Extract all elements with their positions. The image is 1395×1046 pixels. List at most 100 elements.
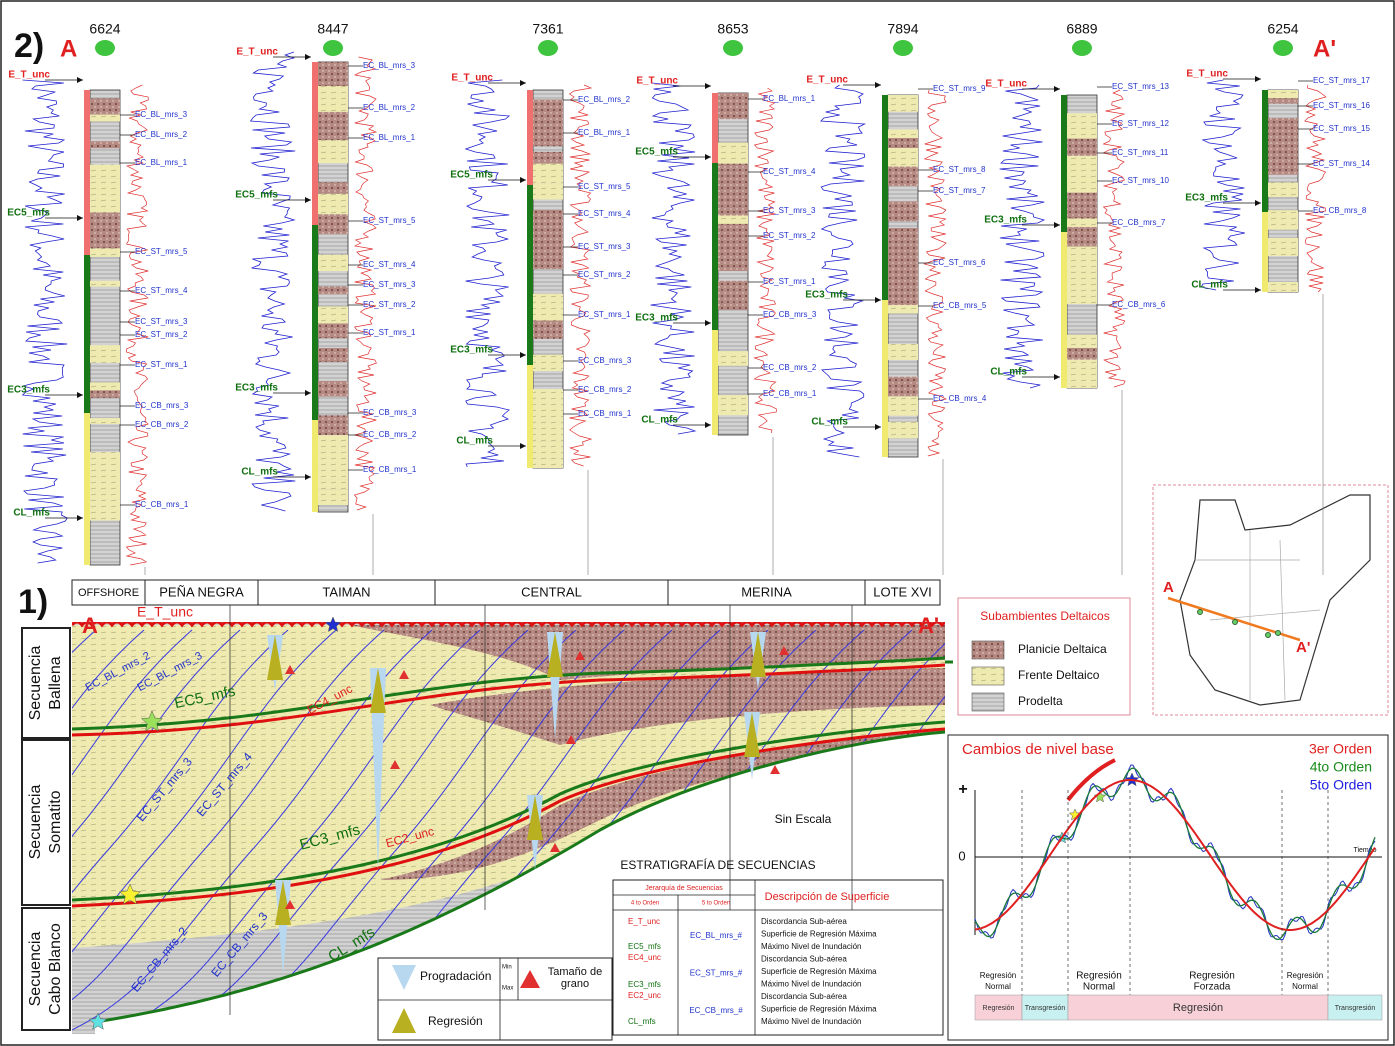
panel-label: 1) bbox=[18, 583, 48, 621]
surface-label: E_T_unc bbox=[806, 75, 848, 86]
surface-label: E_T_unc bbox=[1186, 69, 1228, 80]
lithology-band bbox=[90, 418, 120, 424]
sequence-strip bbox=[84, 90, 90, 255]
sequence-strip bbox=[84, 413, 90, 565]
lithology-band bbox=[1067, 289, 1097, 305]
well-name: 7361 bbox=[532, 21, 563, 37]
lithology-band bbox=[718, 143, 748, 148]
mrs-label: EC_CB_mrs_1 bbox=[763, 389, 817, 398]
mrs-label: EC_ST_mrs_5 bbox=[363, 216, 416, 225]
lithology-band bbox=[90, 345, 120, 363]
lithology-band bbox=[1067, 139, 1097, 156]
lithology-band bbox=[533, 99, 563, 107]
sequence-strip bbox=[712, 93, 718, 163]
lithology-band bbox=[888, 138, 918, 148]
mrs-label: EC_ST_mrs_3 bbox=[578, 242, 631, 251]
lithology-band bbox=[90, 462, 120, 467]
well-name: 6254 bbox=[1267, 21, 1298, 37]
surface-label: CL_mfs bbox=[241, 467, 278, 478]
section-end: A' bbox=[918, 613, 939, 638]
sequence-strip bbox=[1262, 212, 1268, 292]
sequence-strip bbox=[882, 95, 888, 300]
lithology-band bbox=[888, 272, 918, 291]
mrs-label: EC_ST_mrs_11 bbox=[1112, 148, 1169, 157]
lithology-band bbox=[533, 183, 563, 199]
surface-label: EC3_mfs bbox=[7, 385, 50, 396]
mrs-label: EC_ST_mrs_16 bbox=[1313, 101, 1370, 110]
lithology-band bbox=[718, 281, 748, 290]
lithology-band bbox=[888, 422, 918, 438]
legend-label: Tamaño de bbox=[548, 966, 602, 978]
well-name: 6624 bbox=[89, 21, 120, 37]
lithology-band bbox=[318, 306, 348, 323]
lithology-band bbox=[718, 205, 748, 215]
surface-label: CL_mfs bbox=[641, 415, 678, 426]
lithology-band bbox=[1268, 160, 1298, 175]
map-label: A' bbox=[1296, 639, 1310, 656]
mrs-label: EC_ST_mrs_8 bbox=[933, 165, 986, 174]
sequence-label: Ballena bbox=[47, 656, 64, 709]
table-cell: EC_CB_mrs_# bbox=[689, 1006, 743, 1015]
mrs-label: EC_ST_mrs_13 bbox=[1112, 82, 1169, 91]
mrs-label: EC_ST_mrs_1 bbox=[763, 277, 816, 286]
lithology-band bbox=[1268, 139, 1298, 144]
well-marker bbox=[323, 40, 343, 56]
lithology-band bbox=[318, 286, 348, 294]
lithology-band bbox=[1067, 272, 1097, 289]
surface-label: CL_mfs bbox=[990, 367, 1027, 378]
lithology-band bbox=[1067, 252, 1097, 272]
lithology-band bbox=[318, 86, 348, 95]
lithology-band bbox=[533, 355, 563, 371]
lithology-band bbox=[1067, 227, 1097, 247]
well-name: 8447 bbox=[317, 21, 348, 37]
lithology-band bbox=[533, 152, 563, 164]
lithology-band bbox=[1067, 193, 1097, 199]
mrs-label: EC_CB_mrs_6 bbox=[1112, 300, 1166, 309]
zone-label: CENTRAL bbox=[521, 584, 582, 599]
order-label: 3er Orden bbox=[1309, 741, 1372, 757]
table-cell: Máximo Nivel de Inundación bbox=[761, 1017, 862, 1026]
legend-label: Progradación bbox=[420, 969, 491, 983]
panel-label: 2) bbox=[14, 27, 44, 65]
lithology-band bbox=[90, 390, 120, 397]
surface-label: E_T_unc bbox=[451, 73, 493, 84]
lithology-band bbox=[1067, 218, 1097, 227]
lithology-band bbox=[318, 255, 348, 271]
mrs-label: EC_ST_mrs_7 bbox=[933, 186, 986, 195]
lithology-band bbox=[318, 348, 348, 362]
mrs-label: EC_ST_mrs_1 bbox=[135, 360, 188, 369]
mrs-label: EC_CB_mrs_4 bbox=[933, 394, 987, 403]
surface-label: EC3_mfs bbox=[235, 383, 278, 394]
stage-label: Transgresión bbox=[1335, 1005, 1376, 1012]
table-header: Descripción de Superficie bbox=[765, 891, 890, 903]
zone-label: PEÑA NEGRA bbox=[159, 584, 244, 599]
surface-label: CL_mfs bbox=[811, 417, 848, 428]
lithology-band bbox=[90, 248, 120, 257]
sequence-label: Cabo Blanco bbox=[47, 923, 64, 1015]
sequence-strip bbox=[1061, 232, 1067, 388]
mrs-label: EC_CB_mrs_2 bbox=[578, 385, 632, 394]
mrs-label: EC_ST_mrs_9 bbox=[933, 84, 986, 93]
table-cell: CL_mfs bbox=[628, 1017, 656, 1026]
lithology-band bbox=[888, 148, 918, 167]
lithology-band bbox=[1067, 113, 1097, 127]
lithology-band bbox=[90, 219, 120, 234]
phase-label: Forzada bbox=[1194, 982, 1231, 993]
lithology-band bbox=[1268, 210, 1298, 230]
lithology-band bbox=[718, 186, 748, 206]
sequence-strip bbox=[527, 185, 533, 365]
section-start: A bbox=[82, 613, 98, 638]
lithology-band bbox=[533, 125, 563, 146]
legend-swatch bbox=[972, 641, 1004, 659]
section-end: A' bbox=[1313, 35, 1336, 62]
phase-label: Regresión bbox=[1076, 971, 1122, 982]
sequence-label: Secuencia bbox=[27, 932, 44, 1007]
axis-sign: 0 bbox=[958, 848, 965, 863]
lithology-band bbox=[718, 148, 748, 164]
lithology-band bbox=[533, 458, 563, 468]
surface-label: E_T_unc bbox=[8, 70, 50, 81]
mrs-label: EC_ST_mrs_12 bbox=[1112, 119, 1169, 128]
surface-label: EC5_mfs bbox=[7, 208, 50, 219]
sequence-label: Secuencia bbox=[27, 646, 44, 721]
surface-label: E_T_unc bbox=[985, 79, 1027, 90]
